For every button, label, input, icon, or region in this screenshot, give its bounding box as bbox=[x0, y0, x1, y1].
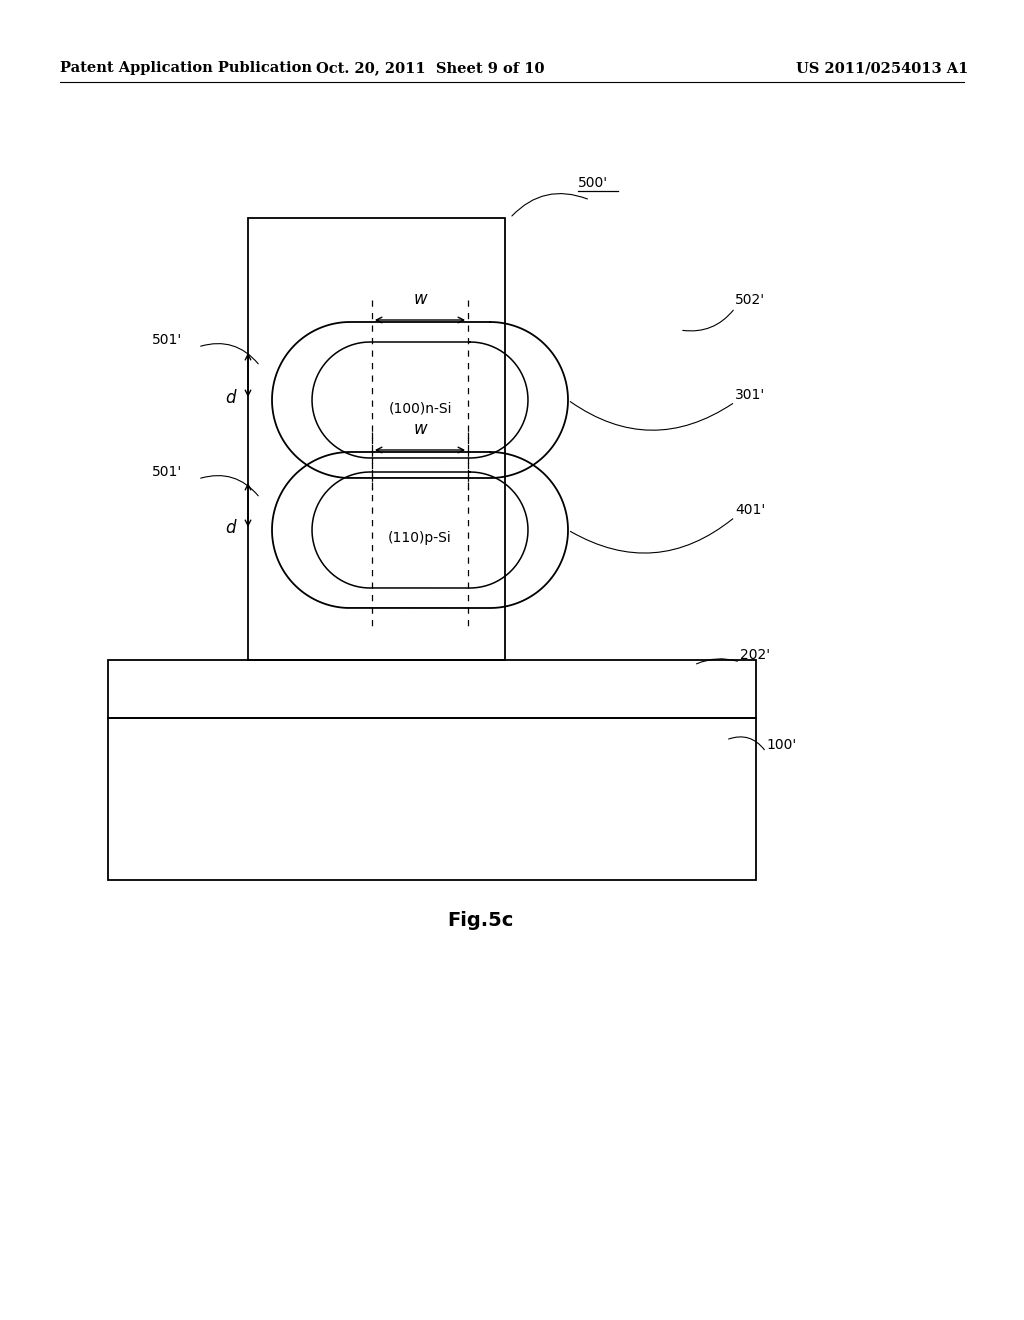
Text: w: w bbox=[414, 420, 427, 438]
Text: Patent Application Publication: Patent Application Publication bbox=[60, 61, 312, 75]
Bar bbox=[108, 660, 756, 718]
Text: w: w bbox=[414, 290, 427, 308]
Text: US 2011/0254013 A1: US 2011/0254013 A1 bbox=[796, 61, 968, 75]
Text: 401': 401' bbox=[735, 503, 765, 517]
Text: Fig.5c: Fig.5c bbox=[446, 911, 513, 929]
Text: d: d bbox=[225, 519, 236, 537]
Text: 501': 501' bbox=[152, 465, 182, 479]
Text: (110)p-Si: (110)p-Si bbox=[388, 531, 452, 545]
Text: 301': 301' bbox=[735, 388, 765, 403]
Text: 501': 501' bbox=[152, 333, 182, 347]
Text: Oct. 20, 2011  Sheet 9 of 10: Oct. 20, 2011 Sheet 9 of 10 bbox=[315, 61, 544, 75]
Bar bbox=[248, 218, 505, 660]
Text: d: d bbox=[225, 389, 236, 407]
Text: 500': 500' bbox=[578, 176, 608, 190]
Text: 202': 202' bbox=[740, 648, 770, 663]
Text: 502': 502' bbox=[735, 293, 765, 308]
Bar bbox=[108, 718, 756, 880]
Text: 100': 100' bbox=[766, 738, 797, 752]
Text: (100)n-Si: (100)n-Si bbox=[388, 401, 452, 414]
